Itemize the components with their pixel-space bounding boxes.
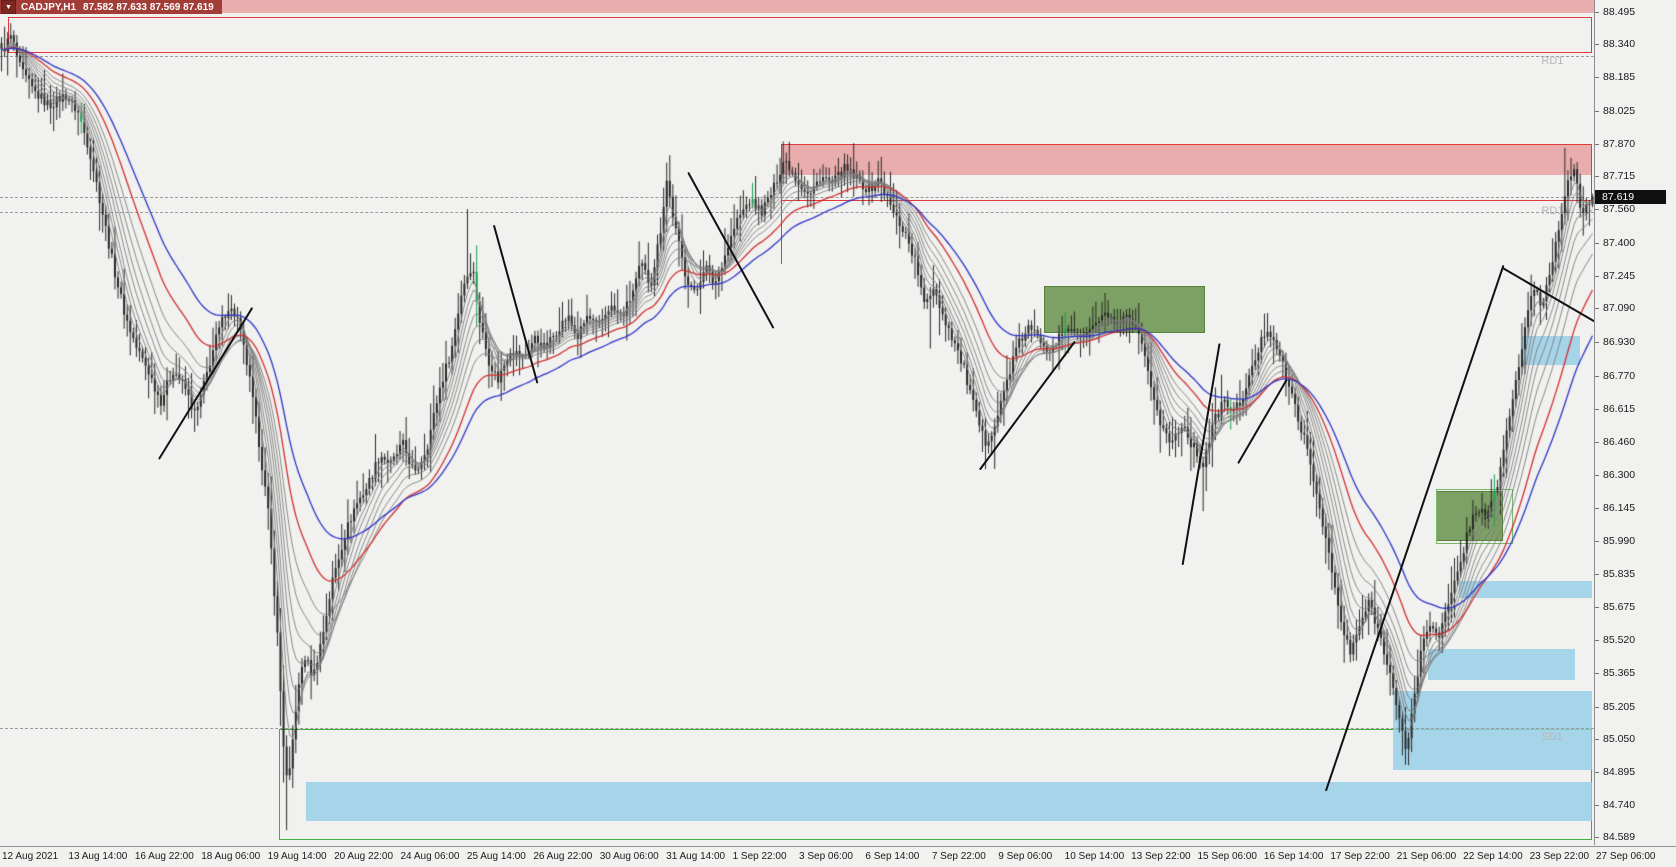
price-tick-label: 87.560 bbox=[1603, 203, 1636, 216]
price-tick-mark bbox=[1595, 176, 1599, 178]
price-tick-label: 85.990 bbox=[1603, 534, 1636, 547]
price-tick-mark bbox=[1595, 836, 1599, 838]
price-tick-label: 85.520 bbox=[1603, 634, 1636, 647]
time-tick-label: 23 Sep 22:00 bbox=[1529, 851, 1590, 862]
zone-label: RD1 bbox=[1541, 204, 1564, 217]
price-tick-label: 85.835 bbox=[1603, 567, 1636, 580]
zone-label: RD1 bbox=[1541, 55, 1564, 68]
time-tick-label: 20 Aug 22:00 bbox=[334, 851, 394, 862]
price-tick-mark bbox=[1595, 672, 1599, 674]
price-tick-mark bbox=[1595, 804, 1599, 806]
time-tick-label: 3 Sep 06:00 bbox=[799, 851, 853, 862]
time-axis[interactable]: 12 Aug 2021 13 Aug 14:00 16 Aug 22:00 18 Au… bbox=[0, 846, 1676, 867]
chart-plot-area[interactable]: RD1 RD1 SD1 ▼ CADJPY,H1 87.582 87.633 87.5… bbox=[0, 0, 1595, 845]
price-tick-label: 87.870 bbox=[1603, 137, 1636, 150]
ohlc-values: 87.582 87.633 87.569 87.619 bbox=[83, 1, 214, 13]
chart-symbol-bar: ▼ CADJPY,H1 87.582 87.633 87.569 87.619 bbox=[0, 0, 222, 14]
time-tick-label: 21 Sep 06:00 bbox=[1396, 851, 1457, 862]
time-tick-label: 30 Aug 06:00 bbox=[599, 851, 659, 862]
price-tick-label: 85.675 bbox=[1603, 601, 1636, 614]
time-tick-label: 10 Sep 14:00 bbox=[1064, 851, 1125, 862]
current-price-tag: 87.619 bbox=[1595, 189, 1666, 204]
price-tick-mark bbox=[1595, 308, 1599, 310]
price-tick-mark bbox=[1595, 44, 1599, 46]
price-tick-mark bbox=[1595, 706, 1599, 708]
price-tick-label: 85.365 bbox=[1603, 666, 1636, 679]
price-tick-label: 85.205 bbox=[1603, 700, 1636, 713]
price-tick-label: 84.895 bbox=[1603, 766, 1636, 779]
time-tick-label: 18 Aug 06:00 bbox=[201, 851, 261, 862]
price-tick-mark bbox=[1595, 573, 1599, 575]
price-tick-mark bbox=[1595, 607, 1599, 609]
price-tick-label: 87.715 bbox=[1603, 170, 1636, 183]
time-tick-label: 31 Aug 14:00 bbox=[666, 851, 726, 862]
price-tick-label: 88.025 bbox=[1603, 104, 1636, 117]
price-tick-mark bbox=[1595, 242, 1599, 244]
price-tick-label: 88.185 bbox=[1603, 71, 1636, 84]
price-tick-mark bbox=[1595, 508, 1599, 510]
price-tick-mark bbox=[1595, 342, 1599, 344]
price-tick-label: 88.340 bbox=[1603, 38, 1636, 51]
time-tick-label: 26 Aug 22:00 bbox=[533, 851, 593, 862]
time-tick-label: 1 Sep 22:00 bbox=[732, 851, 787, 862]
price-axis[interactable]: 87.619 88.495 88.340 88.185 88.025 87.870 87.… bbox=[1595, 0, 1676, 845]
time-tick-label: 15 Sep 06:00 bbox=[1197, 851, 1258, 862]
price-tick-mark bbox=[1595, 408, 1599, 410]
price-tick-label: 86.460 bbox=[1603, 435, 1636, 448]
current-price-value: 87.619 bbox=[1602, 190, 1635, 203]
time-tick-label: 25 Aug 14:00 bbox=[466, 851, 526, 862]
symbol-timeframe-label: CADJPY,H1 bbox=[21, 1, 77, 13]
time-tick-label: 16 Sep 14:00 bbox=[1263, 851, 1324, 862]
price-tick-label: 87.400 bbox=[1603, 236, 1636, 249]
price-tick-mark bbox=[1595, 110, 1599, 112]
price-tick-label: 84.740 bbox=[1603, 798, 1636, 811]
time-tick-label: 27 Sep 06:00 bbox=[1596, 851, 1656, 862]
price-tick-label: 87.245 bbox=[1603, 269, 1636, 282]
price-tick-label: 86.930 bbox=[1603, 336, 1636, 349]
zone-labels-layer: RD1 RD1 SD1 bbox=[1541, 55, 1564, 743]
price-tick-label: 88.495 bbox=[1603, 5, 1636, 18]
price-tick-mark bbox=[1595, 739, 1599, 741]
price-tick-label: 86.615 bbox=[1603, 402, 1636, 415]
price-tick-mark bbox=[1595, 475, 1599, 477]
time-tick-label: 12 Aug 2021 bbox=[2, 851, 59, 862]
time-tick-label: 6 Sep 14:00 bbox=[865, 851, 920, 862]
time-tick-label: 9 Sep 06:00 bbox=[998, 851, 1053, 862]
price-tick-mark bbox=[1595, 540, 1599, 542]
price-tick-mark bbox=[1595, 441, 1599, 443]
price-tick-mark bbox=[1595, 376, 1599, 378]
price-tick-mark bbox=[1595, 209, 1599, 211]
time-tick-label: 17 Sep 22:00 bbox=[1330, 851, 1390, 862]
price-tick-mark bbox=[1595, 77, 1599, 79]
chevron-down-icon: ▼ bbox=[5, 3, 12, 11]
time-tick-label: 24 Aug 06:00 bbox=[400, 851, 460, 862]
price-tick-mark bbox=[1595, 772, 1599, 774]
time-tick-label: 22 Sep 14:00 bbox=[1463, 851, 1523, 862]
price-tick-mark bbox=[1595, 275, 1599, 277]
price-tick-label: 85.050 bbox=[1603, 733, 1636, 746]
price-tick-mark bbox=[1595, 11, 1599, 13]
time-tick-label: 16 Aug 22:00 bbox=[134, 851, 194, 862]
price-tick-label: 86.770 bbox=[1603, 370, 1636, 383]
one-click-trading-button[interactable]: ▼ bbox=[1, 0, 16, 14]
time-tick-label: 13 Sep 22:00 bbox=[1131, 851, 1191, 862]
price-tick-label: 87.090 bbox=[1603, 302, 1636, 315]
price-tick-mark bbox=[1595, 640, 1599, 642]
price-tick-label: 86.145 bbox=[1603, 502, 1636, 515]
price-tick-label: 84.589 bbox=[1603, 830, 1636, 843]
price-tick-label: 86.300 bbox=[1603, 469, 1636, 482]
time-tick-label: 19 Aug 14:00 bbox=[267, 851, 327, 862]
zone-label: SD1 bbox=[1541, 730, 1563, 743]
time-tick-label: 7 Sep 22:00 bbox=[931, 851, 986, 862]
price-tick-mark bbox=[1595, 143, 1599, 145]
time-tick-label: 13 Aug 14:00 bbox=[68, 851, 128, 862]
